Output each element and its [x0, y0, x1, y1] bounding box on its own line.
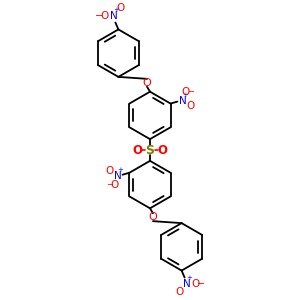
Text: N: N: [110, 11, 117, 21]
Text: O: O: [148, 212, 157, 222]
Text: O: O: [100, 11, 109, 21]
Text: +: +: [118, 167, 124, 173]
Text: −: −: [106, 180, 113, 189]
Text: −: −: [197, 279, 206, 290]
Text: +: +: [182, 92, 188, 98]
Text: O: O: [116, 3, 124, 13]
Text: N: N: [114, 171, 122, 181]
Text: +: +: [187, 275, 193, 281]
Text: N: N: [178, 96, 186, 106]
Text: N: N: [183, 279, 190, 290]
Text: O: O: [143, 78, 152, 88]
Text: −: −: [187, 87, 194, 96]
Text: O: O: [181, 87, 190, 97]
Text: O: O: [191, 279, 200, 290]
Text: O: O: [176, 287, 184, 297]
Text: O: O: [110, 180, 119, 190]
Text: −: −: [94, 11, 103, 21]
Text: O: O: [132, 143, 142, 157]
Text: O: O: [106, 166, 114, 176]
Text: O: O: [186, 100, 194, 110]
Text: S: S: [146, 143, 154, 157]
Text: O: O: [158, 143, 168, 157]
Text: +: +: [113, 7, 119, 13]
